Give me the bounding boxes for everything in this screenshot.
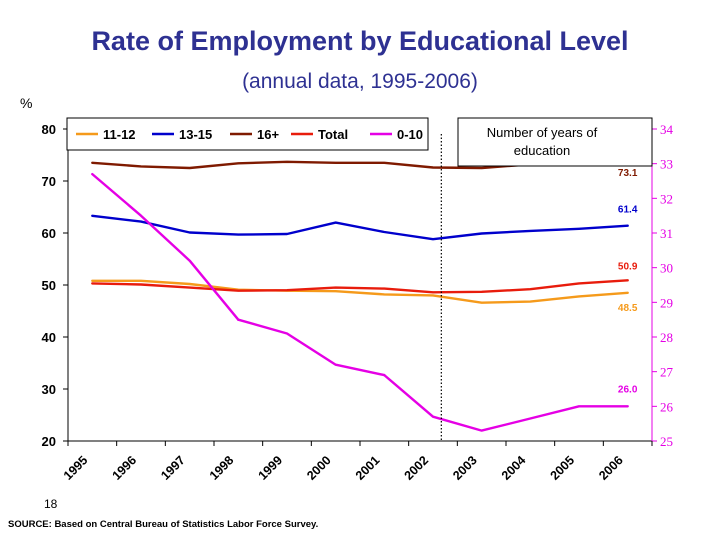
legend-label: 0-10 (397, 127, 423, 142)
y2-tick-label: 27 (660, 365, 674, 380)
x-tick-label: 1995 (61, 453, 91, 483)
y2-tick-label: 31 (660, 226, 673, 241)
y2-tick-label: 34 (660, 122, 674, 137)
series-line-0-10 (237, 318, 386, 377)
slide-number: 18 (44, 497, 58, 511)
legend-label: 16+ (257, 127, 279, 142)
series-line-Total (91, 279, 629, 294)
x-tick-label: 1999 (256, 453, 286, 483)
y2-tick-label: 33 (660, 157, 673, 172)
y2-tick-label: 28 (660, 330, 673, 345)
x-tick-label: 2000 (304, 453, 334, 483)
legend-label: 11-12 (103, 127, 136, 142)
axes: 20 30 40 50 60 70 80 25 26 27 28 29 30 31 32 33 34 1995 19… (42, 118, 674, 483)
x-tick-label: 1998 (207, 453, 237, 483)
series-layer: 48.5 61.4 73.1 50.9 26.0 (91, 158, 638, 432)
chart-subtitle: (annual data, 1995-2006) (242, 70, 478, 93)
annotation-line: Number of years of (487, 125, 598, 140)
x-tick-label: 1996 (110, 453, 140, 483)
data-label-0-10: 26.0 (618, 384, 638, 395)
y-axis-label: % (20, 95, 32, 111)
y-tick-label: 30 (42, 382, 56, 397)
y-tick-label: 80 (42, 122, 56, 137)
data-label-Total: 50.9 (618, 261, 638, 272)
series-line-13-15 (91, 214, 629, 241)
x-tick-label: 2003 (450, 453, 480, 483)
legend-label: Total (318, 127, 348, 142)
y-tick-label: 60 (42, 226, 56, 241)
data-label-13-15: 61.4 (618, 205, 638, 216)
y-tick-label: 40 (42, 330, 56, 345)
series-line-11-12 (91, 279, 629, 304)
y2-tick-label: 26 (660, 399, 674, 414)
chart-title: Rate of Employment by Educational Level (91, 26, 629, 56)
annotation-line: education (514, 143, 570, 158)
y2-tick-label: 32 (660, 191, 673, 206)
x-tick-label: 1997 (158, 453, 188, 483)
data-label-16+: 73.1 (618, 168, 638, 179)
y-tick-label: 70 (42, 174, 56, 189)
x-tick-label: 2001 (353, 453, 383, 483)
y2-tick-label: 30 (660, 261, 673, 276)
annotation-box (457, 117, 653, 167)
x-tick-label: 2002 (402, 453, 432, 483)
y-tick-label: 50 (42, 278, 56, 293)
x-tick-label: 2006 (596, 453, 626, 483)
legend-label: 13-15 (179, 127, 212, 142)
series-line-0-10 (383, 373, 629, 432)
annotation: Number of years of education (440, 117, 653, 441)
x-tick-label: 2004 (499, 453, 529, 483)
source-note: SOURCE: Based on Central Bureau of Stati… (8, 519, 319, 530)
series-line-0-10 (91, 172, 240, 321)
y2-tick-label: 29 (660, 295, 673, 310)
legend: 11-12 13-15 16+ Total 0-10 (66, 117, 429, 151)
x-tick-label: 2005 (548, 453, 578, 483)
data-label-11-12: 48.5 (618, 303, 638, 314)
y-tick-label: 20 (42, 434, 56, 449)
y2-tick-label: 25 (660, 434, 673, 449)
